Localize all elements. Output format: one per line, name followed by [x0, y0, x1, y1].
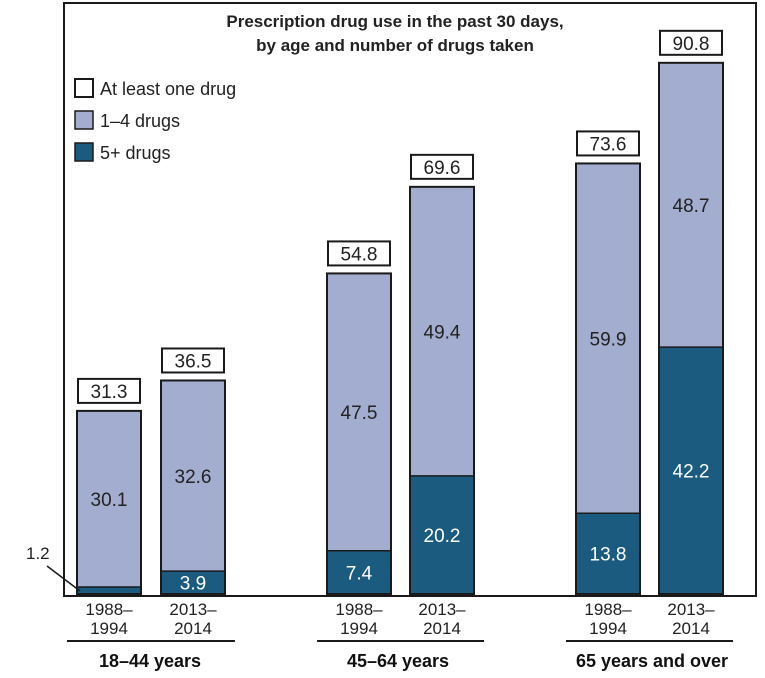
total-label: 90.8 — [673, 34, 710, 55]
callout-leader-line — [46, 565, 81, 592]
bar-segment-5plus-drugs — [576, 513, 640, 594]
segment-label-1-4-drugs: 30.1 — [91, 490, 128, 511]
segment-label-1-4-drugs: 49.4 — [424, 322, 461, 343]
bar-outline — [160, 379, 226, 595]
bar-segment-1-4-drugs — [327, 273, 391, 551]
segment-label-1-4-drugs: 59.9 — [590, 329, 627, 350]
group-label: 18–44 years — [99, 651, 201, 671]
bar-segment-5plus-drugs — [659, 347, 723, 594]
segment-label-5plus-drugs: 3.9 — [180, 574, 206, 595]
bar-segment-1-4-drugs — [161, 380, 225, 572]
total-label: 73.6 — [590, 134, 627, 155]
total-label: 31.3 — [91, 382, 128, 403]
total-label-box — [410, 153, 474, 180]
legend: At least one drug 1–4 drugs 5+ drugs — [74, 78, 236, 163]
period-label-start: 2013– — [169, 600, 217, 619]
period-label-end: 2014 — [174, 619, 212, 638]
legend-swatch-5plus-drugs — [74, 142, 94, 162]
chart-title-line-2: by age and number of drugs taken — [256, 36, 534, 55]
period-label-end: 2014 — [672, 619, 710, 638]
total-label: 36.5 — [175, 351, 212, 372]
total-label-box — [77, 377, 141, 404]
bar-segment-1-4-drugs — [576, 163, 640, 514]
period-label-end: 1994 — [589, 619, 627, 638]
total-label: 54.8 — [341, 244, 378, 265]
period-label-end: 2014 — [423, 619, 461, 638]
segment-label-5plus-drugs: 13.8 — [590, 545, 627, 566]
period-label-start: 2013– — [667, 600, 715, 619]
segment-label-5plus-drugs: 20.2 — [424, 526, 461, 547]
bar-outline — [575, 162, 641, 595]
legend-label-1-4-drugs: 1–4 drugs — [100, 111, 180, 131]
bar-segment-1-4-drugs — [410, 186, 474, 476]
bar-outline — [409, 185, 475, 595]
callout-label-1-2: 1.2 — [26, 544, 50, 563]
total-label-box — [327, 240, 391, 267]
bar-segment-5plus-drugs — [410, 475, 474, 594]
legend-swatch-1-4-drugs — [74, 110, 94, 130]
bar-segment-5plus-drugs — [327, 550, 391, 594]
total-label: 69.6 — [424, 158, 461, 179]
segment-label-1-4-drugs: 48.7 — [673, 196, 710, 217]
period-label-start: 1988– — [584, 600, 632, 619]
legend-label-5plus-drugs: 5+ drugs — [100, 143, 171, 163]
bar-segment-5plus-drugs — [161, 571, 225, 594]
chart-title-line-1: Prescription drug use in the past 30 day… — [226, 12, 563, 31]
period-label-start: 1988– — [335, 600, 383, 619]
bar-outline — [76, 409, 142, 595]
total-label-box — [576, 130, 640, 157]
period-label-end: 1994 — [90, 619, 128, 638]
bar-segment-5plus-drugs — [77, 586, 141, 594]
segment-label-1-4-drugs: 32.6 — [175, 467, 212, 488]
period-label-end: 1994 — [340, 619, 378, 638]
period-label-start: 1988– — [85, 600, 133, 619]
bars-layer — [76, 61, 724, 595]
total-label-box — [659, 29, 723, 56]
legend-label-at-least-one: At least one drug — [100, 79, 236, 99]
period-label-start: 2013– — [418, 600, 466, 619]
bar-segment-1-4-drugs — [659, 62, 723, 348]
segment-label-5plus-drugs: 7.4 — [346, 563, 373, 584]
segment-label-1-4-drugs: 47.5 — [341, 403, 378, 424]
segment-label-5plus-drugs: 42.2 — [673, 462, 710, 483]
labels-layer: 31.330.11988–199436.532.63.92013–201418–… — [67, 29, 733, 671]
legend-swatch-at-least-one — [74, 78, 94, 98]
bar-outline — [326, 272, 392, 595]
total-label-box — [161, 347, 225, 374]
callout-1-2: 1.2 — [26, 544, 81, 592]
group-label: 45–64 years — [347, 651, 449, 671]
bar-outline — [658, 61, 724, 595]
group-label: 65 years and over — [576, 651, 728, 671]
bar-segment-1-4-drugs — [77, 410, 141, 587]
